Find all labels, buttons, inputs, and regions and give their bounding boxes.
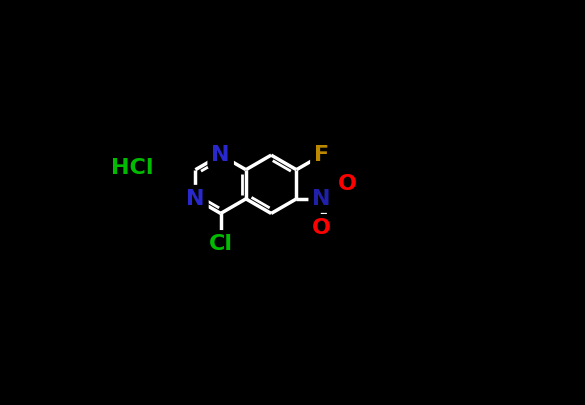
Text: O: O: [338, 174, 356, 194]
Text: O: O: [312, 218, 331, 238]
Text: HCl: HCl: [111, 158, 154, 178]
Text: N: N: [312, 189, 331, 209]
Text: F: F: [314, 145, 329, 165]
Text: N: N: [186, 189, 205, 209]
Text: N: N: [211, 145, 230, 165]
Text: Cl: Cl: [209, 234, 233, 254]
